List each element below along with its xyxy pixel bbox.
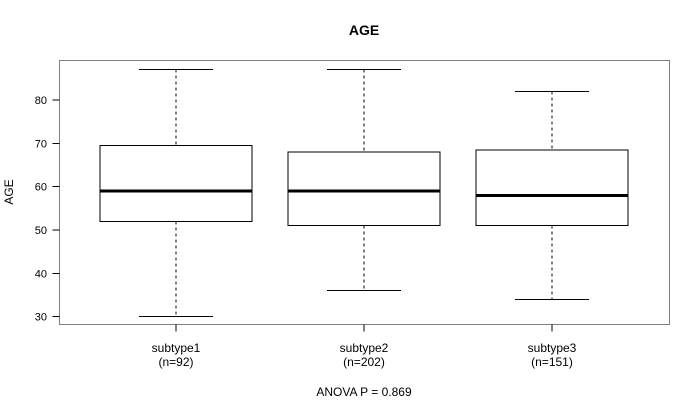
x-tick-label: subtype1 <box>152 341 201 355</box>
boxplot-subtype2 <box>287 69 441 292</box>
y-tick-label: 30 <box>35 312 47 324</box>
iqr-box <box>475 149 629 227</box>
boxplot-subtype3 <box>475 90 629 300</box>
y-axis: 30 40 50 60 70 80 <box>35 95 60 324</box>
x-tick-sublabel: (n=92) <box>158 355 193 369</box>
iqr-box <box>99 144 253 222</box>
anova-footnote: ANOVA P = 0.869 <box>316 385 412 399</box>
y-tick-label: 60 <box>35 182 47 194</box>
x-axis: subtype1(n=92) subtype2(n=202) subtype3(n=… <box>152 324 577 369</box>
x-tick-sublabel: (n=202) <box>343 355 385 369</box>
y-tick-label: 80 <box>35 95 47 107</box>
y-tick-label: 70 <box>35 138 47 150</box>
y-axis-title: AGE <box>2 179 16 204</box>
y-tick-label: 40 <box>35 268 47 280</box>
iqr-box <box>287 151 441 227</box>
boxplot-subtype1 <box>99 69 253 318</box>
boxplots <box>99 69 629 318</box>
x-tick-label: subtype3 <box>528 341 577 355</box>
x-tick-label: subtype2 <box>340 341 389 355</box>
x-tick-sublabel: (n=151) <box>531 355 573 369</box>
chart-title: AGE <box>349 22 379 38</box>
y-tick-label: 50 <box>35 225 47 237</box>
